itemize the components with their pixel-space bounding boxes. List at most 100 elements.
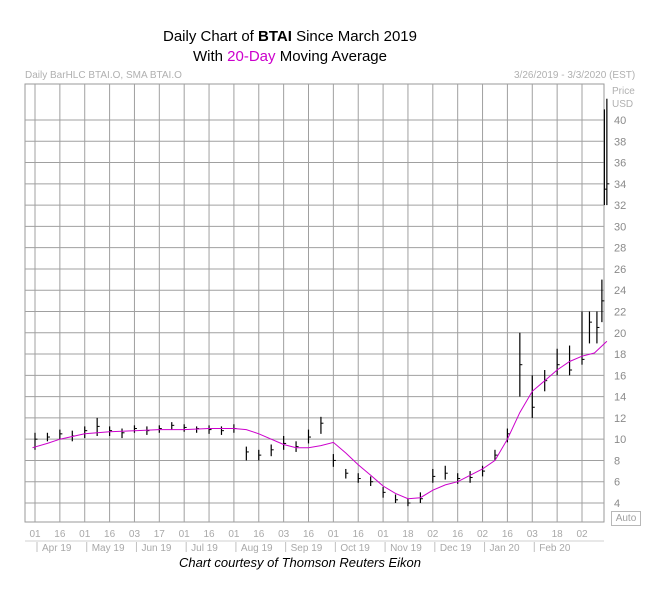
auto-scale-button[interactable]: Auto — [611, 511, 641, 526]
price-bar — [588, 311, 592, 344]
y-tick-label: 6 — [614, 477, 620, 489]
price-bar — [245, 446, 249, 461]
x-tick-label: 16 — [203, 529, 215, 540]
x-tick-label: 18 — [402, 529, 414, 540]
month-label: Jul 19 — [191, 543, 218, 554]
price-bar — [345, 468, 349, 479]
chart-credit: Chart courtesy of Thomson Reuters Eikon — [178, 555, 422, 570]
y-tick-label: 20 — [614, 328, 626, 340]
y-tick-label: 34 — [614, 179, 626, 191]
x-tick-label: 03 — [129, 529, 141, 540]
x-tick-label: 18 — [552, 529, 564, 540]
price-bar — [394, 494, 399, 503]
y-tick-label: 18 — [614, 349, 626, 361]
price-bar — [370, 476, 374, 486]
x-tick-label: 16 — [452, 529, 464, 540]
month-label: Dec 19 — [440, 543, 472, 554]
x-tick-label: 03 — [278, 529, 290, 540]
price-bar — [469, 471, 473, 483]
x-tick-label: 16 — [303, 529, 315, 540]
price-bar — [457, 473, 461, 484]
price-bar — [146, 426, 150, 435]
price-bar — [332, 454, 336, 467]
currency-axis-title: USD — [612, 99, 634, 110]
chart-title-line-2: With 20-Day Moving Average — [0, 48, 580, 65]
price-bar — [531, 375, 535, 418]
x-tick-label: 16 — [54, 529, 66, 540]
price-bar — [382, 487, 386, 498]
x-tick-label: 02 — [477, 529, 489, 540]
month-label: Apr 19 — [42, 543, 72, 554]
price-bar — [121, 428, 125, 439]
price-bar — [108, 426, 113, 436]
x-tick-label: 02 — [427, 529, 439, 540]
y-axis-ticks: 4 6 8 10 12 14 16 18 20 22 24 26 28 30 32 34 36 38 40 — [614, 115, 626, 510]
y-tick-label: 32 — [614, 200, 626, 212]
y-tick-label: 16 — [614, 370, 626, 382]
y-tick-label: 40 — [614, 115, 626, 127]
price-bar — [295, 441, 299, 452]
y-tick-label: 22 — [614, 307, 626, 319]
title-prefix-2: With — [193, 48, 228, 65]
price-bar — [183, 424, 187, 432]
y-tick-label: 36 — [614, 158, 626, 170]
price-bar — [601, 279, 605, 323]
x-tick-label: 02 — [576, 529, 588, 540]
price-bar — [59, 429, 63, 440]
price-bar — [133, 425, 137, 433]
y-tick-label: 24 — [614, 285, 626, 297]
price-bar — [320, 416, 324, 434]
month-label: Sep 19 — [291, 543, 323, 554]
sma-20-day-line — [32, 340, 608, 500]
month-label: Feb 20 — [539, 543, 571, 554]
price-bar — [556, 348, 560, 376]
y-tick-label: 26 — [614, 264, 626, 276]
month-label: Jun 19 — [141, 543, 171, 554]
x-tick-label: 01 — [79, 529, 91, 540]
month-label: Oct 19 — [340, 543, 370, 554]
x-tick-label: 01 — [228, 529, 240, 540]
price-bar — [171, 422, 175, 430]
month-label: May 19 — [92, 543, 125, 554]
price-bar — [96, 417, 100, 436]
x-tick-label: 01 — [29, 529, 41, 540]
x-axis-ticks: 01 16 01 16 03 17 01 16 01 16 03 16 01 16 01 18 02 16 02 16… — [29, 529, 588, 540]
chart-grid — [24, 83, 605, 523]
y-tick-label: 28 — [614, 243, 626, 255]
x-tick-label: 16 — [253, 529, 265, 540]
price-bar — [258, 449, 262, 461]
y-tick-label: 4 — [614, 498, 620, 510]
month-label: Jan 20 — [490, 543, 520, 554]
price-bar — [596, 311, 600, 344]
price-bar — [568, 345, 573, 376]
x-tick-label: 01 — [378, 529, 390, 540]
chart-subtitle: Daily BarHLC BTAI.O, SMA BTAI.O — [25, 70, 182, 81]
x-tick-label: 16 — [104, 529, 116, 540]
x-tick-label: 16 — [353, 529, 365, 540]
price-bar — [220, 426, 224, 435]
y-tick-label: 30 — [614, 221, 626, 233]
price-bar — [270, 444, 274, 457]
x-tick-label: 01 — [328, 529, 340, 540]
title-suffix-2: Moving Average — [275, 48, 387, 65]
price-bar — [158, 425, 162, 433]
chart-title-line-1: Daily Chart of BTAI Since March 2019 — [0, 28, 580, 45]
price-bar — [407, 498, 411, 507]
month-label: Aug 19 — [241, 543, 273, 554]
price-bar — [283, 435, 287, 450]
price-bar — [481, 465, 486, 477]
plot-frame — [24, 83, 605, 523]
ticker-symbol: BTAI — [258, 28, 292, 45]
y-tick-label: 38 — [614, 136, 626, 148]
x-tick-label: 01 — [179, 529, 191, 540]
y-tick-label: 8 — [614, 455, 620, 467]
price-bar — [84, 426, 88, 439]
price-bar — [606, 98, 610, 206]
price-bar — [307, 429, 311, 444]
price-bar — [494, 449, 498, 461]
price-bar — [444, 465, 448, 480]
price-bar — [46, 432, 50, 442]
price-axis-title: Price — [612, 86, 635, 97]
price-bar — [432, 468, 436, 483]
